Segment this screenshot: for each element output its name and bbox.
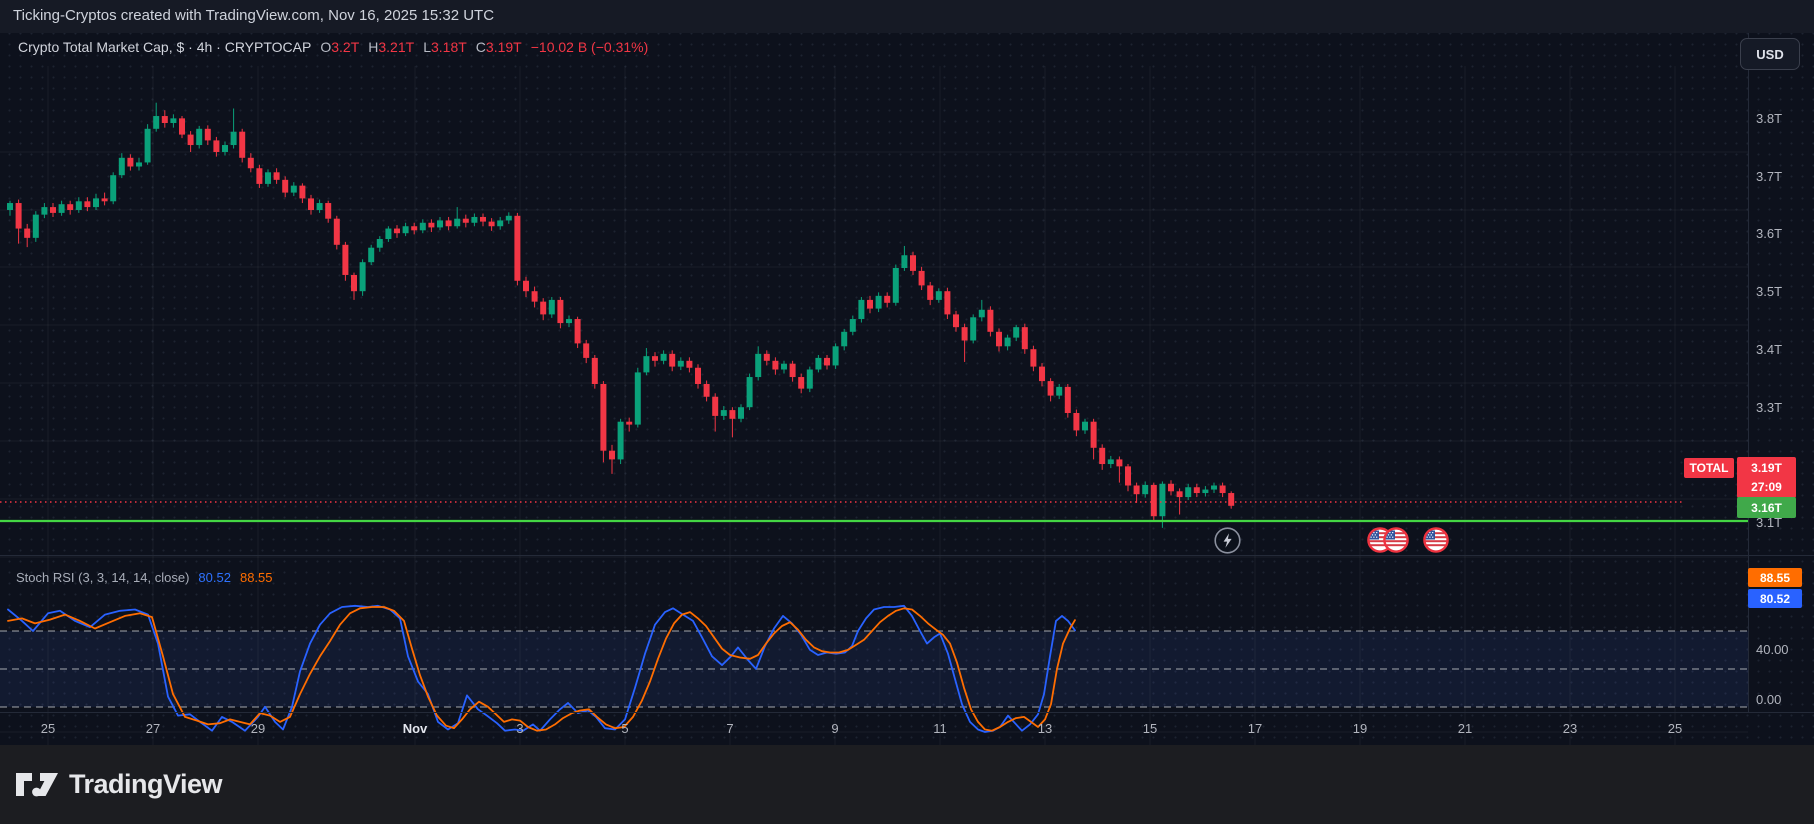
currency-button[interactable]: USD <box>1740 38 1800 70</box>
snapshot-caption: Ticking-Cryptos created with TradingView… <box>13 7 495 24</box>
symbol-legend: Crypto Total Market Cap, $ · 4h · CRYPTO… <box>18 39 648 55</box>
tradingview-logo-icon <box>16 772 58 796</box>
tradingview-brand: TradingView <box>69 769 223 799</box>
us-flag-event-icon[interactable] <box>1382 526 1410 559</box>
chart-canvas[interactable] <box>0 33 1814 745</box>
stoch-k-value: 80.52 <box>198 570 231 585</box>
stoch-rsi-title: Stoch RSI (3, 3, 14, 14, close) <box>16 570 190 585</box>
last-price: 3.19T <box>1751 460 1782 475</box>
footer-bar: TradingView <box>0 745 1814 824</box>
symbol-title: Crypto Total Market Cap, $ · 4h · CRYPTO… <box>18 39 312 55</box>
ohlc-high: H3.21T <box>368 39 415 55</box>
chart-plot <box>0 66 1748 745</box>
bar-countdown: 27:09 <box>1751 479 1782 494</box>
stoch-k-badge: 80.52 <box>1748 589 1802 608</box>
stoch-d-value: 88.55 <box>239 570 273 585</box>
time-axis-border <box>0 712 1814 713</box>
lightning-event-icon[interactable] <box>1213 526 1242 560</box>
alert-price-badge: 3.16T <box>1737 497 1796 518</box>
ohlc-open: O3.2T <box>320 39 360 55</box>
price-axis-border <box>1748 33 1749 712</box>
ohlc-close: C3.19T <box>475 39 522 55</box>
total-line-label: TOTAL <box>1684 458 1734 478</box>
ohlc-low: L3.18T <box>423 39 467 55</box>
top-bar: Ticking-Cryptos created with TradingView… <box>0 0 1814 33</box>
last-price-badge: 3.19T 27:09 <box>1737 457 1796 498</box>
change-value: −10.02 B (−0.31%) <box>530 39 649 55</box>
stoch-rsi-legend: Stoch RSI (3, 3, 14, 14, close) 80.52 88… <box>16 570 273 585</box>
stoch-d-badge: 88.55 <box>1748 568 1802 587</box>
pane-separator[interactable] <box>0 555 1814 556</box>
us-flag-event-icon[interactable] <box>1422 526 1450 559</box>
